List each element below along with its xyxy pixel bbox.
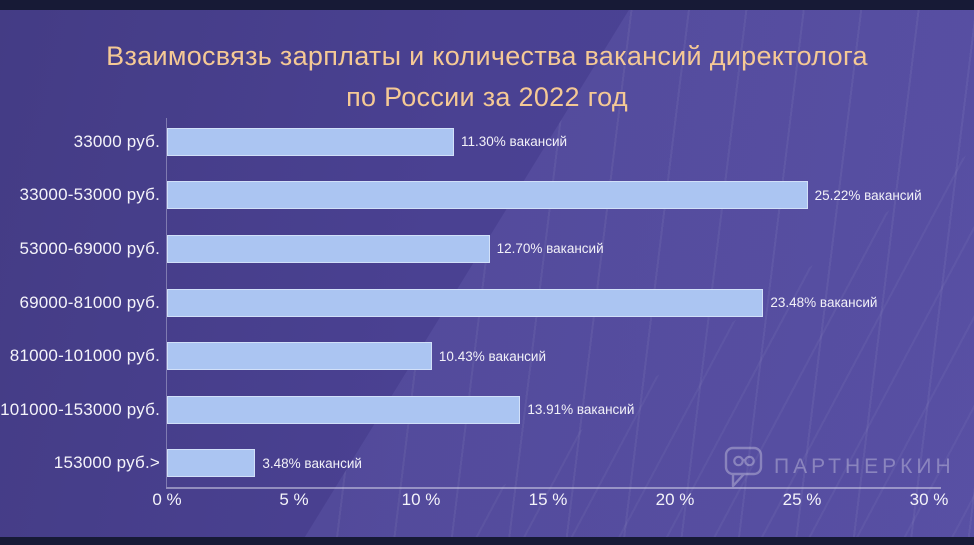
bar-value-label: 23.48% вакансий xyxy=(770,295,878,311)
chart-area: 33000 руб. 11.30% вакансий 33000-53000 руб… xyxy=(0,115,974,490)
bar xyxy=(167,234,490,263)
category-label: 33000-53000 руб. xyxy=(19,185,160,205)
category-label: 81000-101000 руб. xyxy=(9,346,160,366)
x-axis-tick: 15 % xyxy=(528,490,568,509)
bar xyxy=(167,449,256,478)
x-axis-ticks: 0 % 5 % 10 % 15 % 20 % 25 % 30 % xyxy=(152,490,948,516)
y-axis-line xyxy=(166,118,167,487)
x-axis-tick: 30 % xyxy=(909,490,949,509)
x-axis-tick: 0 % xyxy=(152,490,182,509)
bar xyxy=(167,395,521,424)
chart-row: 101000-153000 руб. 13.91% вакансий xyxy=(0,383,974,437)
bottom-border-strip xyxy=(0,537,974,545)
bar-value-label: 25.22% вакансий xyxy=(814,187,922,203)
x-axis-tick: 10 % xyxy=(401,490,441,509)
category-label: 69000-81000 руб. xyxy=(19,292,160,312)
bar xyxy=(167,181,808,210)
x-axis-line xyxy=(166,487,941,489)
bar xyxy=(167,288,764,317)
x-axis-tick: 25 % xyxy=(782,490,822,509)
chart-row: 81000-101000 руб. 10.43% вакансий xyxy=(0,329,974,383)
category-label: 33000 руб. xyxy=(73,131,160,151)
chart-row: 33000 руб. 11.30% вакансий xyxy=(0,115,974,169)
x-axis-tick: 5 % xyxy=(279,490,309,509)
x-axis-tick: 20 % xyxy=(655,490,695,509)
bar-value-label: 3.48% вакансий xyxy=(262,455,362,471)
bar-value-label: 12.70% вакансий xyxy=(496,241,604,257)
bar xyxy=(167,127,455,156)
bar-value-label: 10.43% вакансий xyxy=(438,348,546,364)
chart-title-line1: Взаимосвязь зарплаты и количества ваканс… xyxy=(106,41,868,71)
category-label: 153000 руб.> xyxy=(53,453,160,473)
bar-rows: 33000 руб. 11.30% вакансий 33000-53000 руб… xyxy=(0,115,974,490)
watermark-text: ПАРТНЕРКИН xyxy=(774,455,955,478)
bar-value-label: 11.30% вакансий xyxy=(461,134,568,150)
bar-value-label: 13.91% вакансий xyxy=(527,402,635,418)
speech-bubble-glasses-icon xyxy=(724,446,763,488)
chart-row: 33000-53000 руб. 25.22% вакансий xyxy=(0,169,974,223)
chart-row: 153000 руб.> 3.48% вакансий xyxy=(0,436,974,490)
watermark: ПАРТНЕРКИН xyxy=(724,444,955,490)
chart-title: Взаимосвязь зарплаты и количества ваканс… xyxy=(0,36,974,118)
category-label: 53000-69000 руб. xyxy=(19,238,160,258)
bar xyxy=(167,342,432,371)
chart-row: 53000-69000 руб. 12.70% вакансий xyxy=(0,222,974,276)
chart-row: 69000-81000 руб. 23.48% вакансий xyxy=(0,276,974,330)
category-label: 101000-153000 руб. xyxy=(0,399,160,419)
top-border-strip xyxy=(0,0,974,10)
chart-title-line2: по России за 2022 год xyxy=(346,82,628,112)
